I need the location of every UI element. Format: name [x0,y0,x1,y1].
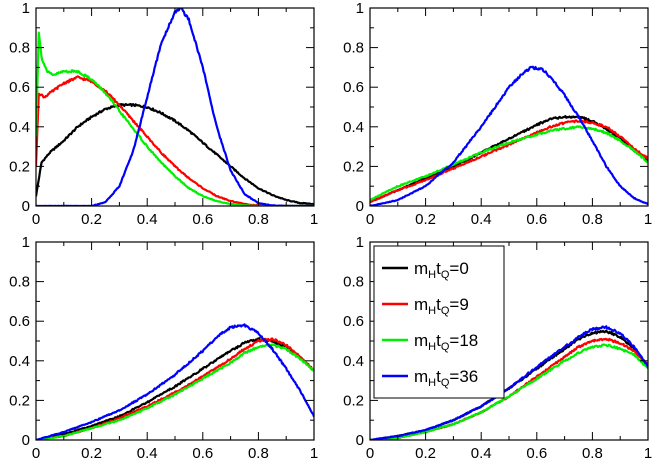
series-line-mHtQ=9 [370,119,648,203]
y-tick-label: 0 [356,198,364,215]
legend-label-sub2: Q [441,305,450,317]
x-tick-label: 1 [644,211,652,228]
y-tick-label: 0.4 [343,353,364,370]
series-line-mHtQ=18 [370,125,648,201]
legend-label-tail: =36 [449,367,478,386]
y-tick-label: 0.8 [9,40,30,57]
y-tick-label: 0.2 [343,392,364,409]
y-tick-label: 0 [356,432,364,449]
x-tick-label: 0.4 [137,211,158,228]
legend-label-sub1: H [428,269,436,281]
y-tick-label: 0.6 [343,313,364,330]
y-tick-label: 0.4 [9,119,30,136]
x-tick-label: 0.6 [192,211,213,228]
x-tick-label: 0.6 [526,211,547,228]
x-tick-label: 0.4 [137,445,158,462]
series-line-mHtQ=36 [36,323,314,440]
series-group [370,325,648,440]
x-tick-label: 0.6 [526,445,547,462]
series-line-mHtQ=18 [370,343,648,440]
x-tick-label: 0.2 [415,211,436,228]
y-tick-label: 1 [356,234,364,251]
y-tick-label: 0.2 [343,158,364,175]
y-tick-label: 0.6 [9,313,30,330]
y-tick-label: 0.2 [9,392,30,409]
panel-top-right: 0 0.2 0.4 0.6 0.8 1 0 0.2 0.4 0.6 0.8 1 [343,0,652,228]
legend-label-sub1: H [428,377,436,389]
x-tick-label: 0 [32,211,40,228]
series-line-mHtQ=9 [36,75,314,206]
legend-label-base: m [414,367,428,386]
series-group [36,8,314,206]
x-tick-label: 0.6 [192,445,213,462]
y-tick-label: 1 [356,0,364,17]
legend-label-sub2: Q [441,341,450,353]
y-tick-label: 0.8 [343,40,364,57]
legend-box [373,245,505,399]
legend-label-sub2: Q [441,269,450,281]
x-tick-label: 0.2 [81,211,102,228]
legend-label-base: m [414,331,428,350]
y-tick-label: 0.8 [343,274,364,291]
x-tick-label: 0.8 [582,445,603,462]
legend-label-tail: =9 [449,295,468,314]
panel-bottom-left: 0 0.2 0.4 0.6 0.8 1 0 0.2 0.4 0.6 0.8 1 [9,234,318,462]
x-tick-label: 1 [310,211,318,228]
series-line-mHtQ=0 [370,114,648,203]
x-tick-label: 0 [32,445,40,462]
legend-label-mid: t [436,259,441,278]
x-tick-label: 0.4 [471,445,492,462]
x-tick-label: 1 [644,445,652,462]
legend-label-tail: =0 [449,259,468,278]
panel-top-left: 0 0.2 0.4 0.6 0.8 1 0 0.2 0.4 0.6 0.8 1 [9,0,318,228]
legend-label-mid: t [436,295,441,314]
x-tick-label: 0.8 [248,211,269,228]
x-tick-label: 0 [366,445,374,462]
x-tick-label: 1 [310,445,318,462]
y-tick-label: 1 [22,0,30,17]
legend-label: mHtQ=9 [414,295,469,317]
series-line-mHtQ=36 [370,325,648,440]
x-tick-label: 0.8 [248,445,269,462]
x-tick-label: 0.4 [471,211,492,228]
legend-label-base: m [414,295,428,314]
series-line-mHtQ=9 [36,337,314,440]
x-tick-label: 0 [366,211,374,228]
legend-label: mHtQ=36 [414,367,478,389]
y-tick-label: 0.2 [9,158,30,175]
legend-label: mHtQ=0 [414,259,469,281]
y-tick-label: 0.8 [9,274,30,291]
legend-label-tail: =18 [449,331,478,350]
legend-label: mHtQ=18 [414,331,478,353]
y-tick-label: 0.6 [9,79,30,96]
series-line-mHtQ=0 [36,337,314,440]
series-line-mHtQ=0 [36,102,314,206]
plot-frame [369,7,649,207]
y-tick-label: 0.4 [343,119,364,136]
legend-label-mid: t [436,331,441,350]
x-tick-label: 0.2 [81,445,102,462]
y-tick-label: 0.6 [343,79,364,96]
y-tick-label: 0 [22,198,30,215]
series-group [370,65,648,206]
series-line-mHtQ=36 [370,65,648,206]
legend-label-sub2: Q [441,377,450,389]
y-tick-label: 0.4 [9,353,30,370]
y-tick-label: 1 [22,234,30,251]
x-tick-label: 0.8 [582,211,603,228]
y-tick-label: 0 [22,432,30,449]
legend-label-mid: t [436,367,441,386]
series-group [36,323,314,440]
panel-bottom-right: 0 0.2 0.4 0.6 0.8 1 0 0.2 0.4 0.6 0.8 1 [343,234,652,462]
legend-label-sub1: H [428,305,436,317]
legend-label-base: m [414,259,428,278]
legend-label-sub1: H [428,341,436,353]
x-tick-label: 0.2 [415,445,436,462]
